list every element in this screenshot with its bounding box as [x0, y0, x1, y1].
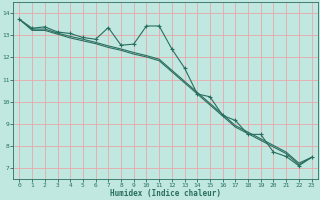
X-axis label: Humidex (Indice chaleur): Humidex (Indice chaleur)	[110, 189, 221, 198]
